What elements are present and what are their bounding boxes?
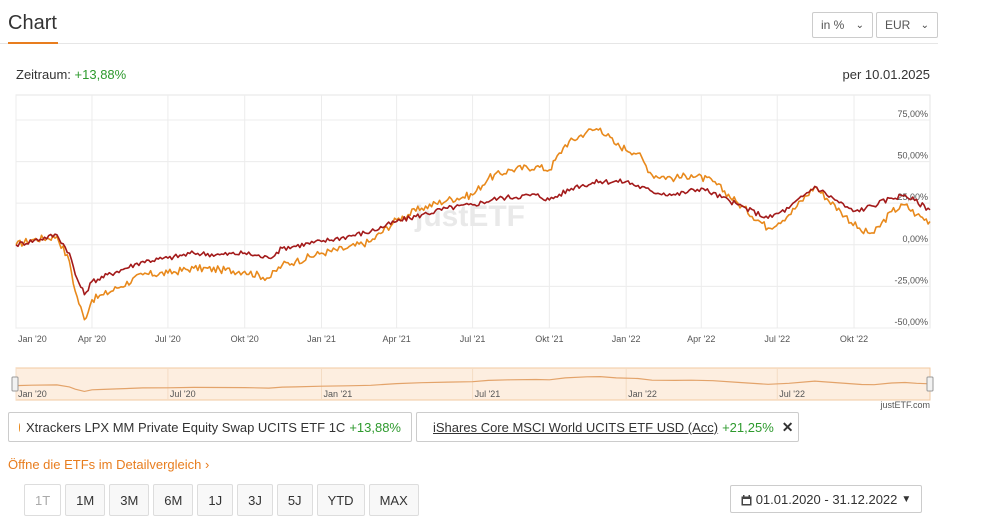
navigator-tick-label: Jul '22 xyxy=(779,389,805,399)
legend-name: Xtrackers LPX MM Private Equity Swap UCI… xyxy=(26,419,346,435)
x-tick-label: Jul '21 xyxy=(460,334,486,344)
time-range-buttons: 1T 1M 3M 6M 1J 3J 5J YTD MAX xyxy=(24,484,419,516)
currency-select[interactable]: EUR ⌄ xyxy=(876,12,938,38)
x-tick-label: Apr '21 xyxy=(382,334,410,344)
x-tick-label: Apr '22 xyxy=(687,334,715,344)
chevron-down-icon: ⌄ xyxy=(920,19,929,31)
x-tick-label: Apr '20 xyxy=(78,334,106,344)
legend-change: +13,88% xyxy=(349,419,401,435)
range-button-3m[interactable]: 3M xyxy=(109,484,150,516)
range-button-ytd[interactable]: YTD xyxy=(316,484,365,516)
x-tick-label: Okt '21 xyxy=(535,334,563,344)
range-button-1t[interactable]: 1T xyxy=(24,484,62,516)
chevron-down-icon: ⌄ xyxy=(855,19,864,31)
calendar-icon xyxy=(741,494,752,506)
series-dot-icon xyxy=(19,422,20,432)
period-value: +13,88% xyxy=(74,67,127,82)
date-range-value: 01.01.2020 - 31.12.2022 xyxy=(755,491,898,507)
navigator-tick-label: Jan '22 xyxy=(628,389,657,399)
chevron-right-icon: › xyxy=(205,457,210,472)
range-button-3j[interactable]: 3J xyxy=(237,484,273,516)
unit-select[interactable]: in % ⌄ xyxy=(812,12,873,38)
x-tick-label: Jul '22 xyxy=(764,334,790,344)
date-range-picker[interactable]: 01.01.2020 - 31.12.2022 ▼ xyxy=(730,485,922,513)
y-tick-label: 75,00% xyxy=(897,109,928,119)
detail-compare-label: Öffne die ETFs im Detailvergleich xyxy=(8,457,202,472)
navigator-right-handle[interactable] xyxy=(926,376,934,392)
x-tick-label: Jul '20 xyxy=(155,334,181,344)
legend-item-ishares[interactable]: iShares Core MSCI World UCITS ETF USD (A… xyxy=(416,412,799,442)
title-underline xyxy=(8,42,58,44)
x-tick-label: Jan '22 xyxy=(612,334,641,344)
series-line-ishares[interactable] xyxy=(15,178,931,296)
performance-chart[interactable]: justETF 75,00%50,00%25,00%0,00%-25,00%-5… xyxy=(0,90,940,345)
x-tick-label: Jan '21 xyxy=(307,334,336,344)
unit-select-value: in % xyxy=(821,18,845,32)
x-tick-label: Jan '20 xyxy=(18,334,47,344)
navigator-credit: justETF.com xyxy=(879,400,930,410)
caret-down-icon: ▼ xyxy=(901,493,912,505)
navigator-line xyxy=(15,375,931,393)
period-label: Zeitraum: xyxy=(16,67,71,82)
page-title: Chart xyxy=(8,12,57,34)
range-button-5j[interactable]: 5J xyxy=(276,484,313,516)
navigator-tick-label: Jan '20 xyxy=(18,389,47,399)
currency-select-value: EUR xyxy=(885,18,911,32)
title-divider xyxy=(0,43,938,44)
range-button-6m[interactable]: 6M xyxy=(153,484,194,516)
navigator-left-handle[interactable] xyxy=(11,376,19,392)
x-tick-label: Okt '22 xyxy=(840,334,868,344)
range-button-max[interactable]: MAX xyxy=(368,484,419,516)
legend-name-link[interactable]: iShares Core MSCI World UCITS ETF USD (A… xyxy=(433,419,719,435)
range-button-1m[interactable]: 1M xyxy=(65,484,106,516)
close-icon[interactable]: ✕ xyxy=(781,418,794,435)
range-button-1j[interactable]: 1J xyxy=(197,484,234,516)
as-of-date: per 10.01.2025 xyxy=(842,67,930,82)
y-tick-label: -50,00% xyxy=(894,317,928,327)
navigator-tick-label: Jul '20 xyxy=(170,389,196,399)
navigator-tick-label: Jan '21 xyxy=(324,389,353,399)
series-line-xtrackers[interactable] xyxy=(15,127,931,321)
legend-item-xtrackers[interactable]: Xtrackers LPX MM Private Equity Swap UCI… xyxy=(8,412,412,442)
y-tick-label: -25,00% xyxy=(894,275,928,285)
range-navigator[interactable]: Jan '20 Jul '20 Jan '21 Jul '21 Jan '22 Jul '… xyxy=(0,360,940,412)
y-tick-label: 0,00% xyxy=(902,234,928,244)
legend-change: +21,25% xyxy=(722,419,774,435)
navigator-tick-label: Jul '21 xyxy=(475,389,501,399)
x-tick-label: Okt '20 xyxy=(231,334,259,344)
period-summary: Zeitraum: +13,88% xyxy=(16,67,126,82)
detail-compare-link[interactable]: Öffne die ETFs im Detailvergleich › xyxy=(8,457,209,472)
y-tick-label: 50,00% xyxy=(897,151,928,161)
